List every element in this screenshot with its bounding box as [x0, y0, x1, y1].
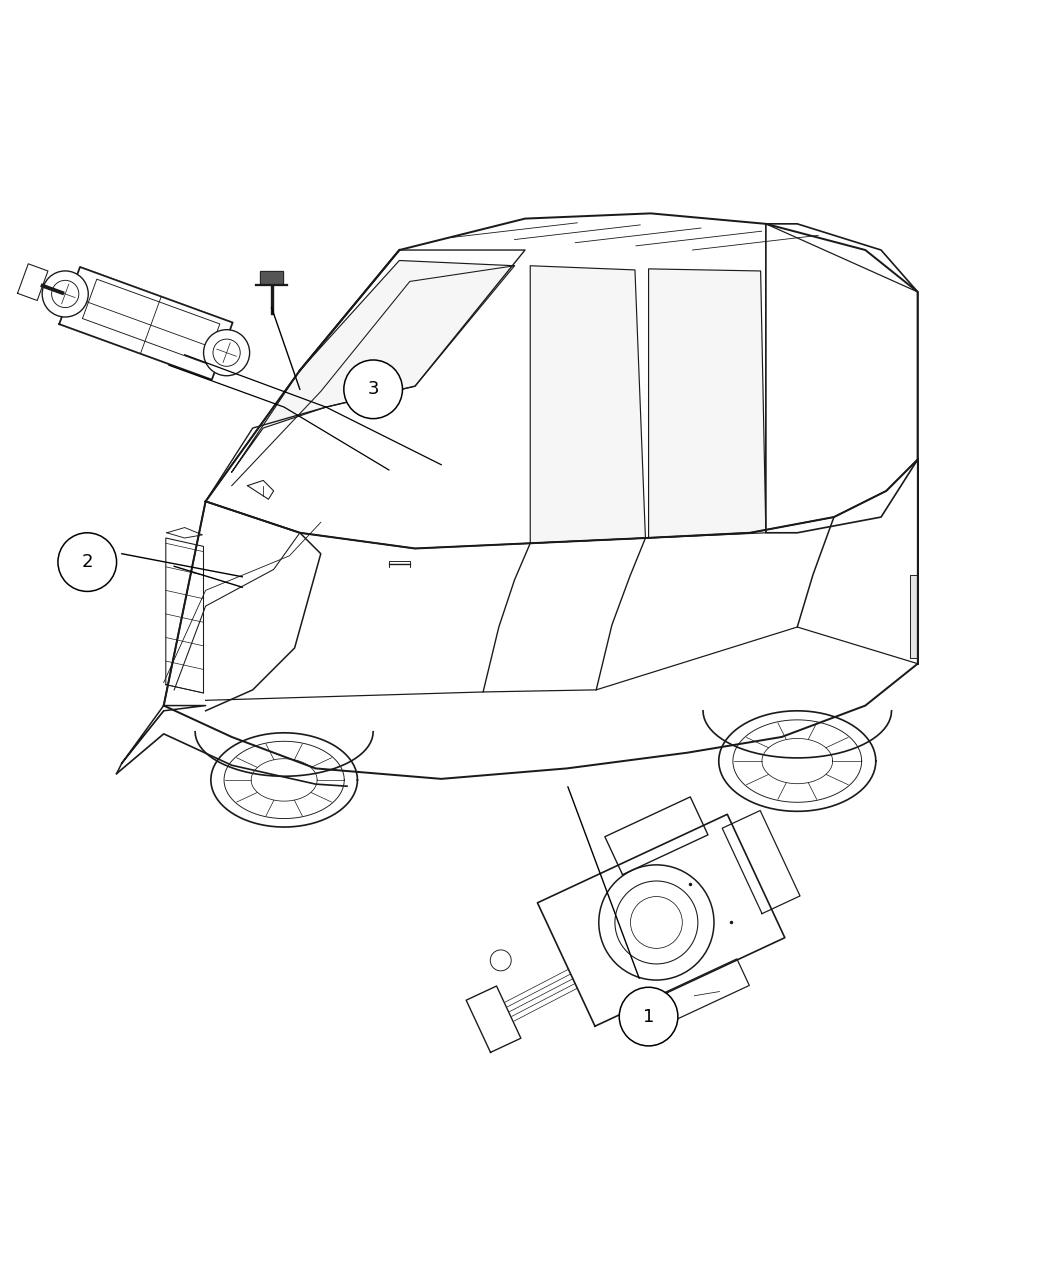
- Polygon shape: [722, 811, 800, 914]
- Circle shape: [213, 339, 240, 366]
- Polygon shape: [538, 815, 784, 1026]
- Circle shape: [490, 950, 511, 970]
- Circle shape: [51, 280, 79, 307]
- Text: 2: 2: [82, 553, 93, 571]
- Text: 1: 1: [643, 1007, 654, 1025]
- Polygon shape: [605, 797, 708, 875]
- Circle shape: [598, 864, 714, 980]
- Circle shape: [620, 987, 678, 1046]
- Text: 3: 3: [368, 380, 379, 398]
- Polygon shape: [466, 986, 521, 1052]
- Circle shape: [630, 896, 682, 949]
- Polygon shape: [232, 260, 514, 472]
- Polygon shape: [662, 959, 750, 1021]
- Polygon shape: [649, 269, 765, 538]
- Polygon shape: [59, 266, 232, 380]
- Polygon shape: [530, 265, 646, 543]
- Polygon shape: [260, 272, 284, 283]
- Circle shape: [615, 881, 698, 964]
- Polygon shape: [910, 575, 918, 658]
- Circle shape: [58, 533, 117, 592]
- Circle shape: [343, 360, 402, 418]
- Circle shape: [42, 270, 88, 317]
- Circle shape: [204, 330, 250, 376]
